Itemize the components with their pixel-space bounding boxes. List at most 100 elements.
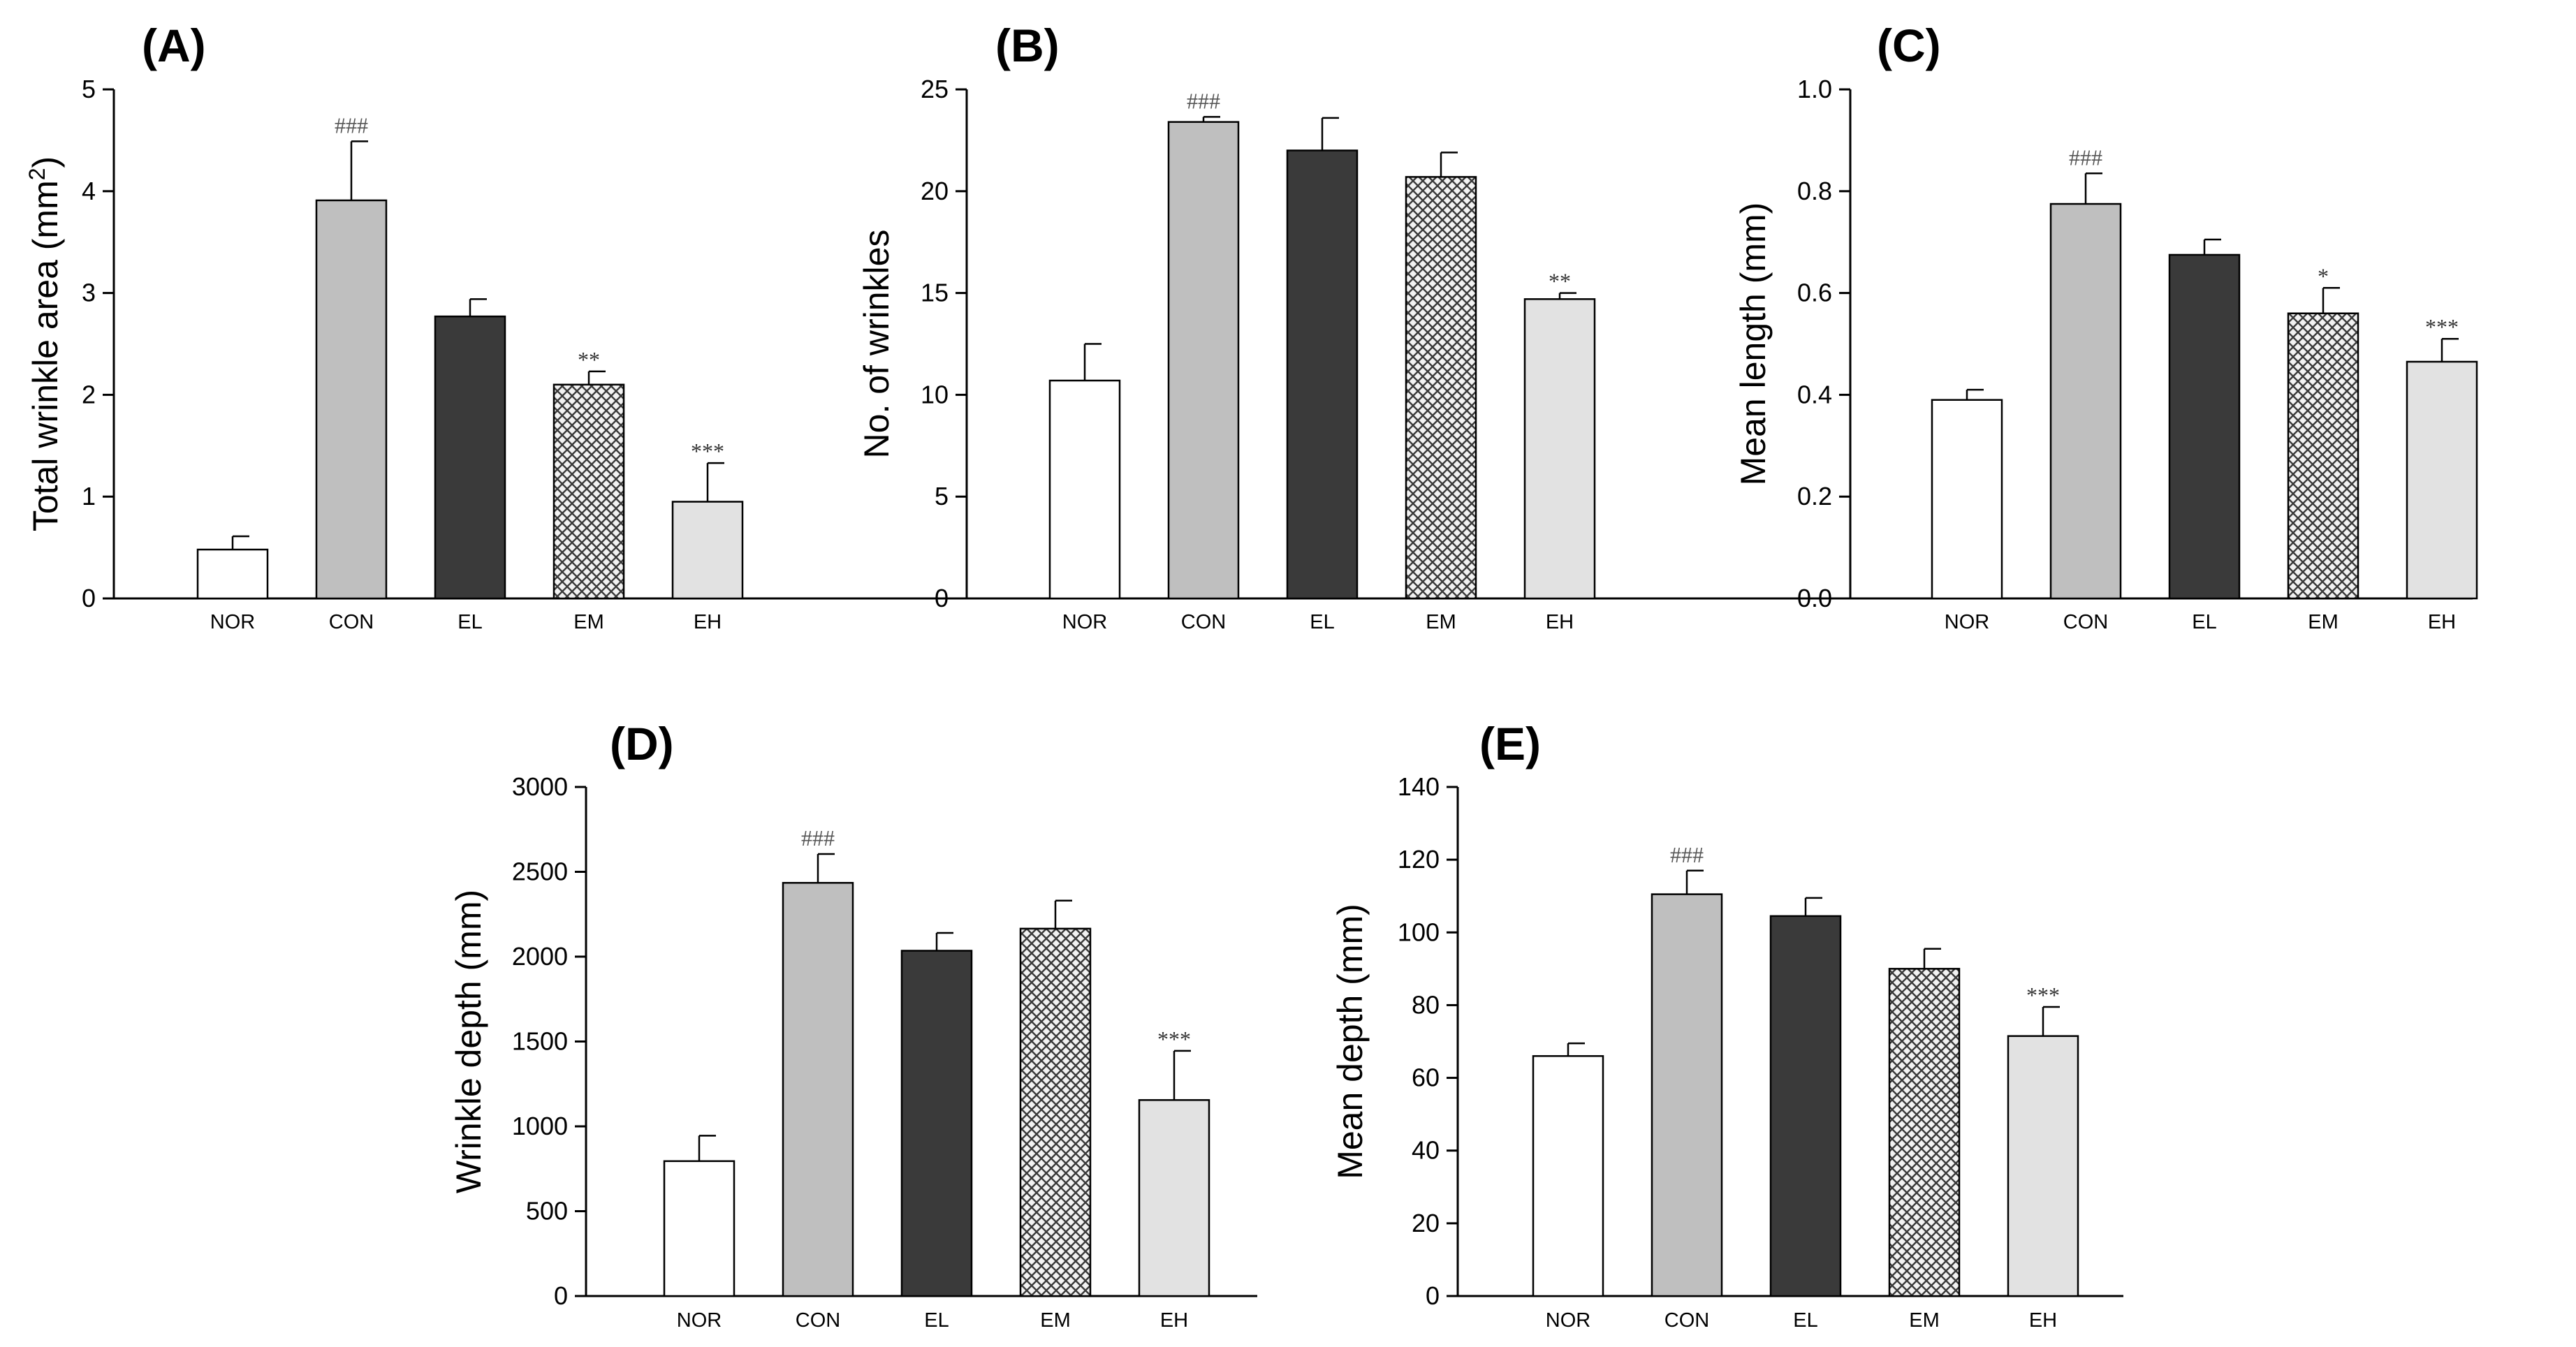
category-label-eh: EH [694, 611, 722, 633]
y-tick-label: 0.4 [1797, 380, 1832, 408]
panel-label-d: (D) [610, 718, 674, 770]
y-tick-label: 0 [82, 584, 96, 612]
panel-b: (B) 0 5 10 15 20 25 No. of wrinkles NOR CON ### EL E… [857, 20, 2061, 633]
bar-el [2168, 253, 2241, 600]
bar-eh [1523, 298, 1596, 600]
bar-el [434, 315, 506, 600]
y-tick-label: 0.8 [1797, 177, 1832, 205]
bar-con [782, 882, 854, 1297]
y-tick-label: 5 [935, 482, 949, 510]
y-axis-title: Mean depth (mm) [1331, 904, 1370, 1179]
y-tick-label: 4 [82, 177, 96, 205]
category-label-nor: NOR [677, 1309, 722, 1332]
y-tick-label: 0 [1426, 1281, 1440, 1310]
significance-label-con: ### [1670, 842, 1704, 867]
y-axis-title: No. of wrinkles [857, 230, 896, 459]
y-tick-label: 20 [1412, 1209, 1440, 1237]
y-tick-label: 2 [82, 380, 96, 408]
bar-nor [1931, 399, 2003, 600]
y-axis-title: Wrinkle depth (mm) [449, 890, 488, 1193]
y-tick-label: 40 [1412, 1136, 1440, 1165]
bar-con [315, 199, 388, 600]
y-tick-label: 25 [921, 75, 949, 103]
y-tick-label: 140 [1398, 772, 1440, 801]
bar-em [1019, 927, 1092, 1297]
bar-nor [1532, 1055, 1604, 1297]
category-label-em: EM [1040, 1309, 1071, 1332]
y-tick-label: 0.2 [1797, 482, 1832, 510]
category-label-em: EM [1909, 1309, 1940, 1332]
category-label-nor: NOR [1062, 611, 1107, 633]
category-label-em: EM [1426, 611, 1456, 633]
y-tick-label: 5 [82, 75, 96, 103]
category-label-nor: NOR [1546, 1309, 1590, 1332]
y-axis-title: Total wrinkle area (mm2) [24, 156, 65, 531]
panel-label-b: (B) [995, 20, 1060, 71]
y-tick-label: 120 [1398, 845, 1440, 874]
bar-em [2287, 312, 2359, 600]
bar-eh [2406, 360, 2478, 600]
significance-label-con: ### [2069, 145, 2102, 170]
bar-em [552, 383, 625, 600]
panel-label-a: (A) [142, 20, 206, 71]
significance-label-eh: *** [691, 439, 724, 464]
category-label-con: CON [796, 1309, 840, 1332]
panel-d: (D) 0 500 1000 1500 2000 2500 3000 Wrinkle depth… [449, 718, 1257, 1332]
category-label-em: EM [2308, 611, 2339, 633]
y-tick-label: 100 [1398, 918, 1440, 946]
category-label-el: EL [1793, 1309, 1817, 1332]
bar-el [1769, 915, 1842, 1297]
significance-label-em: * [2318, 263, 2329, 288]
y-tick-label: 0.6 [1797, 279, 1832, 307]
y-tick-label: 20 [921, 177, 949, 205]
bar-el [1286, 149, 1359, 600]
significance-label-con: ### [1187, 88, 1220, 113]
bar-el [900, 950, 973, 1297]
y-tick-label: 500 [526, 1197, 568, 1225]
y-tick-label: 1.0 [1797, 75, 1832, 103]
y-tick-label: 1 [82, 482, 96, 510]
category-label-eh: EH [1160, 1309, 1188, 1332]
category-label-con: CON [1181, 611, 1226, 633]
bar-em [1888, 968, 1961, 1297]
category-label-el: EL [2192, 611, 2216, 633]
category-label-eh: EH [2428, 611, 2456, 633]
category-label-con: CON [2063, 611, 2108, 633]
y-tick-label: 1500 [512, 1027, 568, 1056]
panel-label-e: (E) [1479, 718, 1541, 770]
panel-e: (E) 0 20 40 60 80 100 120 140 Mean depth (mm) NOR C… [1331, 718, 2123, 1332]
y-tick-label: 10 [921, 380, 949, 408]
category-label-el: EL [458, 611, 482, 633]
category-label-con: CON [329, 611, 374, 633]
category-label-con: CON [1664, 1309, 1709, 1332]
bar-eh [671, 501, 744, 600]
bar-nor [663, 1160, 736, 1297]
category-label-el: EL [924, 1309, 949, 1332]
bar-nor [1048, 379, 1121, 600]
panel-a: (A) 0 1 2 3 4 5 Total wrinkle area (mm2) NOR CON #… [24, 20, 1208, 633]
significance-label-con: ### [801, 825, 835, 851]
bar-con [1167, 121, 1240, 600]
y-tick-label: 2500 [512, 857, 568, 886]
category-label-eh: EH [2029, 1309, 2057, 1332]
bar-em [1405, 176, 1477, 600]
y-tick-label: 0 [935, 584, 949, 612]
panel-label-c: (C) [1877, 20, 1941, 71]
significance-label-eh: *** [2425, 314, 2459, 339]
y-axis-title: Mean length (mm) [1734, 203, 1773, 486]
y-tick-label: 2000 [512, 942, 568, 971]
category-label-nor: NOR [1945, 611, 1989, 633]
bar-con [1651, 893, 1723, 1297]
y-tick-label: 3000 [512, 772, 568, 801]
category-label-el: EL [1310, 611, 1334, 633]
significance-label-em: ** [578, 347, 600, 372]
category-label-eh: EH [1546, 611, 1574, 633]
significance-label-con: ### [335, 112, 368, 138]
category-label-nor: NOR [210, 611, 255, 633]
panel-c: (C) 0.0 0.2 0.4 0.6 0.8 1.0 Mean length (mm) NOR… [1734, 20, 2478, 633]
y-tick-label: 15 [921, 279, 949, 307]
bar-eh [1138, 1099, 1210, 1297]
y-tick-label: 1000 [512, 1112, 568, 1140]
y-tick-label: 3 [82, 279, 96, 307]
